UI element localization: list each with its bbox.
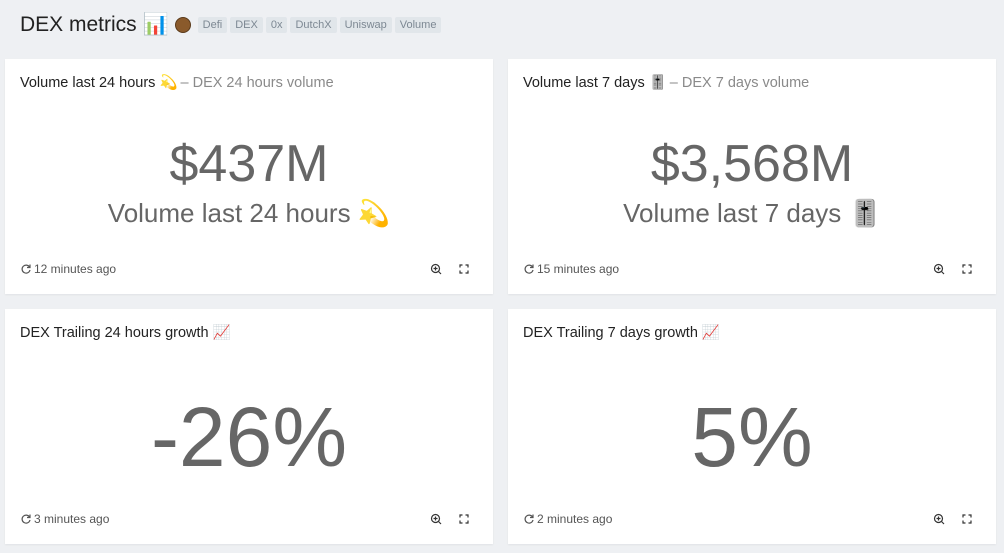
tag[interactable]: DutchX (290, 17, 337, 33)
zoom-button[interactable] (933, 263, 945, 275)
fullscreen-button[interactable] (961, 513, 973, 525)
refresh-icon[interactable] (20, 513, 32, 525)
header: DEX metrics 📊 Defi DEX 0x DutchX Uniswap Volu… (20, 10, 444, 40)
tag[interactable]: Uniswap (339, 17, 392, 33)
counter-value: 5% (691, 390, 813, 484)
tag-list: Defi DEX 0x DutchX Uniswap Volume (197, 17, 445, 33)
counter-value: $437M (169, 135, 329, 193)
last-updated: 2 minutes ago (523, 512, 612, 526)
refresh-icon[interactable] (523, 263, 535, 275)
tag[interactable]: Defi (197, 17, 228, 33)
card-title: DEX Trailing 24 hours growth 📈 (20, 324, 231, 341)
card-title: Volume last 24 hours 💫 – DEX 24 hours vol… (20, 74, 334, 91)
card-title-text[interactable]: DEX Trailing 7 days growth 📈 (523, 325, 720, 341)
zoom-button[interactable] (430, 263, 442, 275)
last-updated: 12 minutes ago (20, 262, 116, 276)
card: Volume last 7 days 🎚️ – DEX 7 days volume… (508, 59, 996, 294)
fullscreen-button[interactable] (458, 263, 470, 275)
counter-label: Volume last 7 days 🎚️ (623, 198, 881, 228)
card: Volume last 24 hours 💫 – DEX 24 hours vol… (5, 59, 493, 294)
fullscreen-button[interactable] (458, 513, 470, 525)
card: DEX Trailing 7 days growth 📈 5% 2 minutes … (508, 309, 996, 544)
fullscreen-button[interactable] (961, 263, 973, 275)
refresh-icon[interactable] (20, 263, 32, 275)
updated-text: 15 minutes ago (537, 262, 620, 276)
dashboard-title: DEX metrics 📊 (20, 13, 169, 36)
last-updated: 15 minutes ago (523, 262, 619, 276)
tag[interactable]: DEX (230, 17, 263, 33)
zoom-button[interactable] (933, 513, 945, 525)
card-title-text[interactable]: DEX Trailing 24 hours growth 📈 (20, 325, 231, 341)
zoom-button[interactable] (430, 513, 442, 525)
counter-label: Volume last 24 hours 💫 (107, 198, 391, 228)
counter-value: $3,568M (650, 135, 854, 193)
card: DEX Trailing 24 hours growth 📈 -26% 3 minu… (5, 309, 493, 544)
card-title: DEX Trailing 7 days growth 📈 (523, 324, 720, 341)
card-title: Volume last 7 days 🎚️ – DEX 7 days volume (523, 74, 809, 91)
card-subtitle: – DEX 7 days volume (669, 75, 810, 91)
updated-text: 2 minutes ago (537, 512, 613, 526)
card-title-text[interactable]: Volume last 7 days 🎚️ (523, 75, 667, 91)
tag[interactable]: 0x (265, 17, 288, 33)
last-updated: 3 minutes ago (20, 512, 109, 526)
refresh-icon[interactable] (523, 513, 535, 525)
counter-value: -26% (150, 390, 348, 484)
card-title-text[interactable]: Volume last 24 hours 💫 (20, 75, 178, 91)
updated-text: 12 minutes ago (34, 262, 117, 276)
avatar[interactable] (174, 17, 191, 33)
updated-text: 3 minutes ago (34, 512, 110, 526)
tag[interactable]: Volume (394, 17, 442, 33)
card-subtitle: – DEX 24 hours volume (180, 75, 334, 91)
